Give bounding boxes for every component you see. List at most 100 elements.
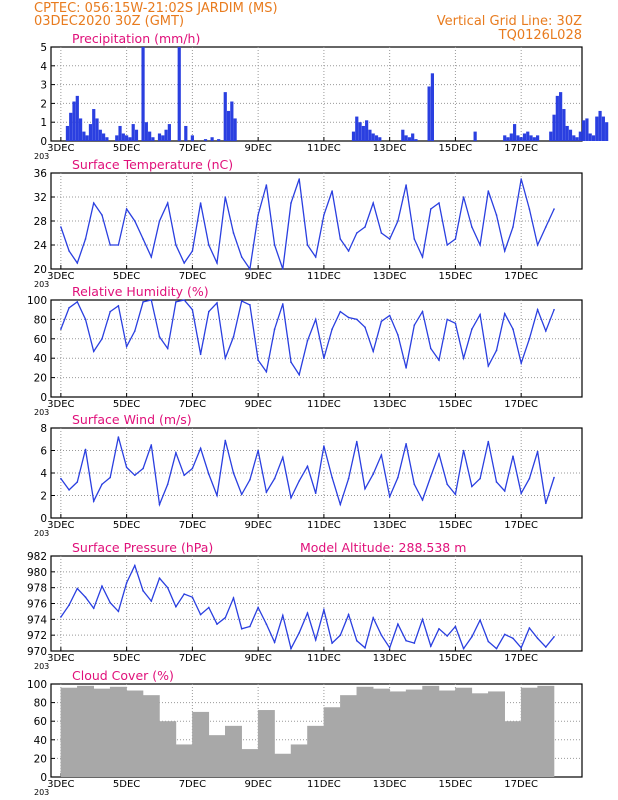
data-point <box>512 226 514 228</box>
precip-bar <box>118 125 122 141</box>
cloud-cover-bar <box>455 687 473 777</box>
cloud-cover-bar <box>356 686 374 777</box>
data-point <box>232 232 235 234</box>
data-point <box>405 442 407 445</box>
data-point <box>397 334 399 336</box>
data-point <box>347 613 350 616</box>
data-point <box>290 647 292 650</box>
data-point <box>84 596 87 598</box>
data-point <box>372 202 375 204</box>
precip-bar <box>575 137 579 141</box>
data-point <box>323 445 325 447</box>
precip-bar <box>595 116 599 141</box>
data-point <box>60 226 62 228</box>
data-point <box>257 359 259 361</box>
data-point <box>520 492 522 495</box>
meteogram-panels: 3DEC 5DEC 7DEC 9DEC 11DEC 13DEC 15DEC 17DEC2030… <box>27 31 609 797</box>
y-tick-label: 24 <box>34 240 48 252</box>
cloud-cover-bar <box>405 689 423 777</box>
x-tick-label: 11DEC <box>307 143 341 154</box>
data-point <box>471 328 473 330</box>
precip-bar <box>582 120 586 141</box>
data-point <box>421 310 424 313</box>
data-point <box>298 373 301 376</box>
precip-bar <box>562 109 566 141</box>
data-point <box>84 318 87 321</box>
data-point <box>290 202 292 204</box>
y-tick-label: 20 <box>34 264 47 276</box>
cloud-cover-bar <box>60 687 78 777</box>
data-point <box>429 645 432 648</box>
panel-title: Relative Humidity (%) <box>72 284 209 299</box>
data-point <box>528 627 531 629</box>
y-tick-label: 978 <box>27 583 47 595</box>
data-point <box>323 609 325 611</box>
data-point <box>438 202 440 204</box>
data-point <box>68 306 70 309</box>
precip-bar <box>85 135 89 141</box>
panel-0: 3DEC 5DEC 7DEC 9DEC 11DEC 13DEC 15DEC 17DEC 203 0… <box>34 31 609 161</box>
cloud-cover-bar <box>257 710 275 777</box>
data-point <box>208 473 210 475</box>
x-tick-label: 5DEC <box>113 779 140 790</box>
y-tick-label: 80 <box>34 698 47 710</box>
data-point <box>249 304 251 306</box>
panel-4: 3DEC 5DEC 7DEC 9DEC 11DEC 13DEC 15DEC 17DEC 203 9… <box>27 540 583 671</box>
data-point <box>158 503 161 506</box>
data-point <box>372 616 375 619</box>
station-header: CPTEC: 056:15W-21:02S JARDIM (MS) <box>34 1 278 16</box>
precip-bar <box>134 129 139 141</box>
cloud-cover-bar <box>159 721 177 777</box>
data-point <box>265 623 268 625</box>
x-tick-label: 15DEC <box>439 271 473 282</box>
data-point <box>134 330 136 332</box>
data-point <box>446 635 448 637</box>
precip-bar <box>598 110 602 141</box>
data-point <box>364 487 366 490</box>
data-point <box>166 586 169 589</box>
precip-bar <box>95 118 99 141</box>
data-point <box>191 596 194 598</box>
data-point <box>479 477 481 480</box>
data-point <box>438 453 440 455</box>
precip-bar <box>401 129 405 141</box>
x-tick-label: 5DEC <box>113 271 140 282</box>
x-tick-label: 3DEC <box>47 520 74 531</box>
x-tick-label: 11DEC <box>307 271 341 282</box>
data-point <box>199 447 202 450</box>
x-tick-label: 17DEC <box>504 399 538 410</box>
x-axis-fragment: 203 <box>34 408 49 417</box>
precip-bar <box>230 101 234 141</box>
y-tick-label: 0 <box>40 136 47 148</box>
data-point <box>364 226 366 228</box>
cloud-cover-bar <box>323 707 341 777</box>
panel-title: Cloud Cover (%) <box>72 668 174 683</box>
run-date-header: 03DEC2020 30Z (GMT) <box>34 14 184 29</box>
data-point <box>76 587 79 590</box>
cloud-cover-bar <box>504 721 522 777</box>
y-tick-label: 40 <box>34 353 47 365</box>
data-point <box>216 302 218 304</box>
data-point <box>355 440 358 443</box>
cloud-cover-bar <box>109 686 127 777</box>
precip-bar <box>552 114 556 141</box>
data-point <box>446 318 448 321</box>
x-tick-label: 7DEC <box>179 399 206 410</box>
data-point <box>495 481 498 483</box>
cloud-cover-bar <box>274 753 292 777</box>
precip-bar <box>519 137 523 141</box>
data-point <box>347 250 350 252</box>
precip-bar <box>131 124 135 141</box>
data-point <box>347 477 350 480</box>
data-point <box>545 502 547 505</box>
precip-bar <box>355 116 359 141</box>
data-point <box>257 214 259 216</box>
precip-bar <box>361 125 365 141</box>
precip-bar <box>121 133 125 141</box>
y-tick-label: 976 <box>27 599 47 611</box>
precip-bar <box>555 95 559 141</box>
data-point <box>528 338 531 340</box>
data-point <box>503 312 506 315</box>
cloud-cover-bar <box>422 685 440 777</box>
